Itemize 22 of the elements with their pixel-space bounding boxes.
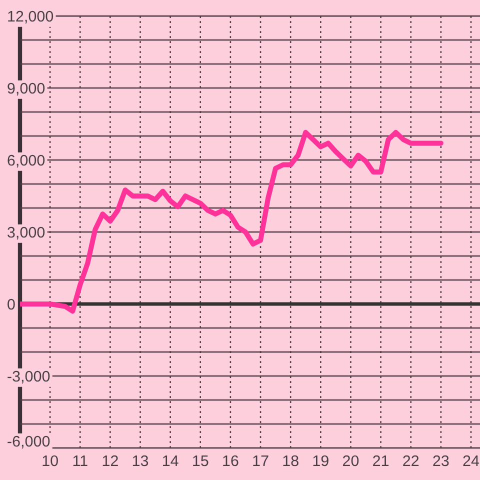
x-tick-label: 21 [373, 455, 389, 466]
x-tick-label: 14 [162, 456, 178, 466]
x-tick-label: 20 [342, 455, 359, 466]
x-tick-label: 12 [102, 455, 118, 466]
x-tick-label: 15 [193, 456, 208, 466]
y-tick-label: 6,000 [8, 154, 45, 168]
x-tick-label: 16 [223, 455, 238, 466]
y-tick-label: 9,000 [8, 82, 45, 96]
x-tick-label: 10 [42, 455, 58, 466]
x-tick-label: 19 [313, 455, 328, 466]
x-tick-label: 23 [433, 455, 449, 466]
y-tick-label: 3,000 [8, 226, 45, 240]
x-tick-label: 11 [73, 456, 88, 466]
x-tick-label: 17 [253, 456, 268, 466]
y-tick-label: -6,000 [8, 436, 50, 448]
y-tick-label: 0 [8, 298, 15, 310]
x-tick-label: 24 [463, 455, 480, 466]
y-tick-label: 12,000 [8, 10, 54, 24]
x-tick-label: 13 [132, 455, 148, 466]
y-tick-label: -3,000 [8, 370, 50, 384]
x-tick-label: 18 [283, 455, 298, 466]
x-tick-label: 22 [403, 455, 419, 466]
